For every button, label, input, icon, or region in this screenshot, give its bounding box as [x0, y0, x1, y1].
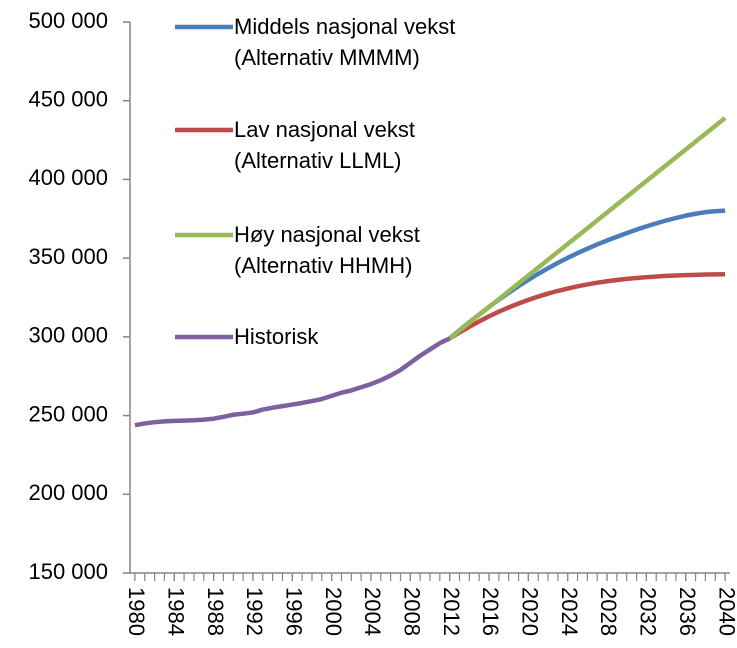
legend-label: Lav nasjonal vekst (Alternativ LLML) — [234, 117, 415, 173]
x-tick-label: 2032 — [636, 587, 661, 636]
y-tick-label: 350 000 — [28, 244, 108, 269]
x-tick-label: 2004 — [360, 587, 385, 636]
x-tick-label: 2036 — [675, 587, 700, 636]
y-tick-label: 250 000 — [28, 401, 108, 426]
x-tick-label: 1988 — [203, 587, 228, 636]
y-tick-label: 200 000 — [28, 480, 108, 505]
y-tick-label: 450 000 — [28, 87, 108, 112]
y-tick-label: 500 000 — [28, 8, 108, 33]
x-tick-label: 2020 — [518, 587, 543, 636]
legend-label: Middels nasjonal vekst (Alternativ MMMM) — [234, 14, 456, 70]
x-tick-label: 2016 — [478, 587, 503, 636]
x-tick-label: 2000 — [321, 587, 346, 636]
x-tick-label: 2008 — [400, 587, 425, 636]
x-tick-label: 1980 — [124, 587, 149, 636]
series-line — [448, 271, 726, 341]
y-tick-label: 300 000 — [28, 323, 108, 348]
x-tick-label: 1996 — [281, 587, 306, 636]
y-tick-label: 150 000 — [28, 559, 108, 584]
x-tick-label: 2012 — [439, 587, 464, 636]
x-tick-label: 2028 — [596, 587, 621, 636]
legend-label: Historisk — [234, 324, 319, 349]
x-tick-label: 2024 — [557, 587, 582, 636]
x-tick-label: 2040 — [714, 587, 737, 636]
x-tick-label: 1984 — [163, 587, 188, 636]
y-tick-label: 400 000 — [28, 165, 108, 190]
series-line — [134, 336, 451, 428]
x-tick-label: 1992 — [242, 587, 267, 636]
legend-label: Høy nasjonal vekst (Alternativ HHMH) — [234, 222, 420, 278]
series-line — [448, 116, 727, 341]
